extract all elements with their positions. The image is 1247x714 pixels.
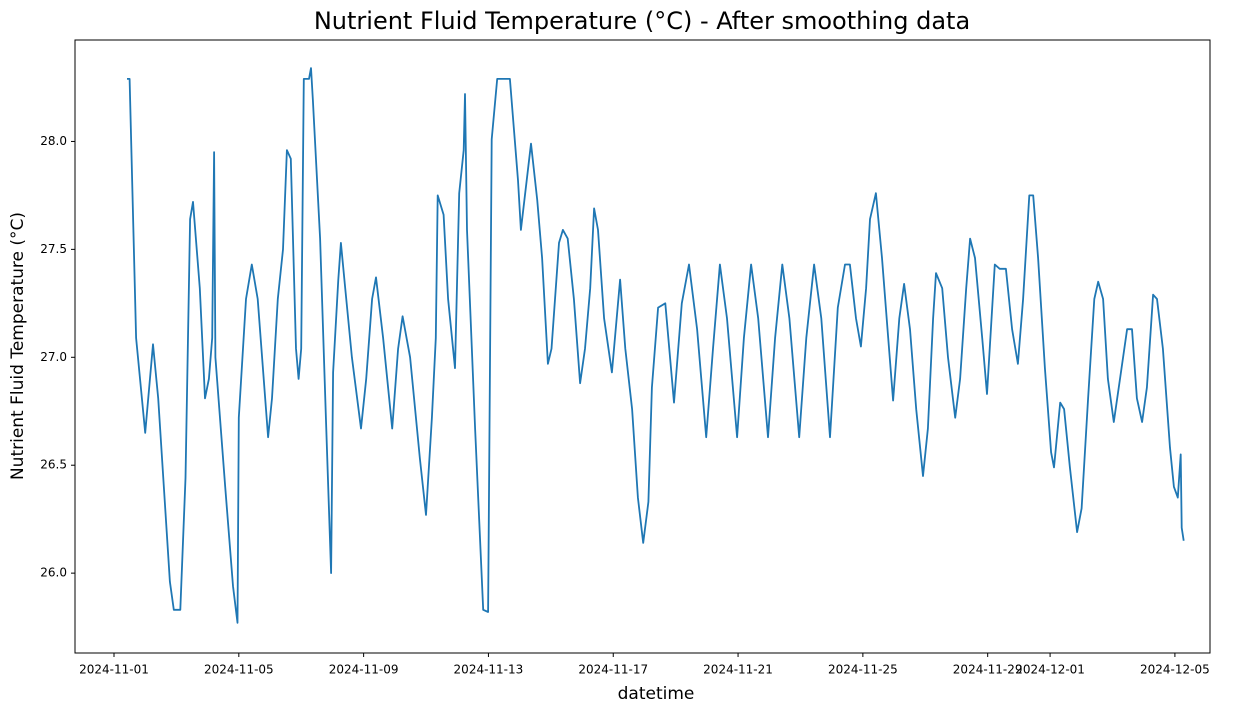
x-tick-label: 2024-11-29: [953, 663, 1023, 677]
x-axis-label: datetime: [618, 684, 695, 704]
x-tick-label: 2024-11-09: [329, 663, 399, 677]
x-tick-label: 2024-11-25: [828, 663, 898, 677]
x-tick-label: 2024-11-05: [204, 663, 274, 677]
y-tick-label: 27.5: [40, 242, 67, 256]
y-tick-label: 26.5: [40, 458, 67, 472]
y-tick-label: 28.0: [40, 134, 67, 148]
y-tick-label: 26.0: [40, 566, 67, 580]
chart-title: Nutrient Fluid Temperature (°C) - After …: [314, 7, 970, 35]
x-tick-label: 2024-12-01: [1015, 663, 1085, 677]
data-line: [127, 67, 1185, 624]
x-tick-label: 2024-11-21: [703, 663, 773, 677]
plot-frame: [74, 39, 1211, 654]
x-tick-label: 2024-11-17: [578, 663, 648, 677]
x-tick-label: 2024-12-05: [1140, 663, 1210, 677]
y-tick-label: 27.0: [40, 350, 67, 364]
y-axis-label: Nutrient Fluid Temperature (°C): [8, 212, 28, 480]
x-tick-label: 2024-11-13: [454, 663, 524, 677]
x-tick-label: 2024-11-01: [79, 663, 149, 677]
